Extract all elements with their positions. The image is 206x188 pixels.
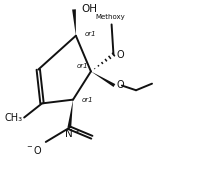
- Polygon shape: [72, 9, 76, 36]
- Polygon shape: [91, 71, 115, 87]
- Text: Methoxy: Methoxy: [112, 19, 118, 20]
- Polygon shape: [67, 100, 73, 128]
- Text: or1: or1: [85, 31, 97, 37]
- Text: Methoxy: Methoxy: [96, 14, 125, 20]
- Text: $^-$O: $^-$O: [25, 144, 43, 156]
- Text: or1: or1: [82, 97, 94, 103]
- Text: Methoxy: Methoxy: [120, 21, 153, 30]
- Text: Methoxy: Methoxy: [110, 21, 116, 23]
- Text: O: O: [117, 80, 124, 90]
- Text: N: N: [66, 129, 73, 139]
- Text: or1: or1: [77, 63, 89, 69]
- Text: OH: OH: [82, 4, 97, 14]
- Text: CH₃: CH₃: [5, 113, 23, 124]
- Text: Methoxy: Methoxy: [123, 48, 129, 49]
- Text: O: O: [116, 50, 124, 60]
- Text: $^+$: $^+$: [73, 129, 80, 138]
- Text: Methoxy: Methoxy: [112, 20, 118, 21]
